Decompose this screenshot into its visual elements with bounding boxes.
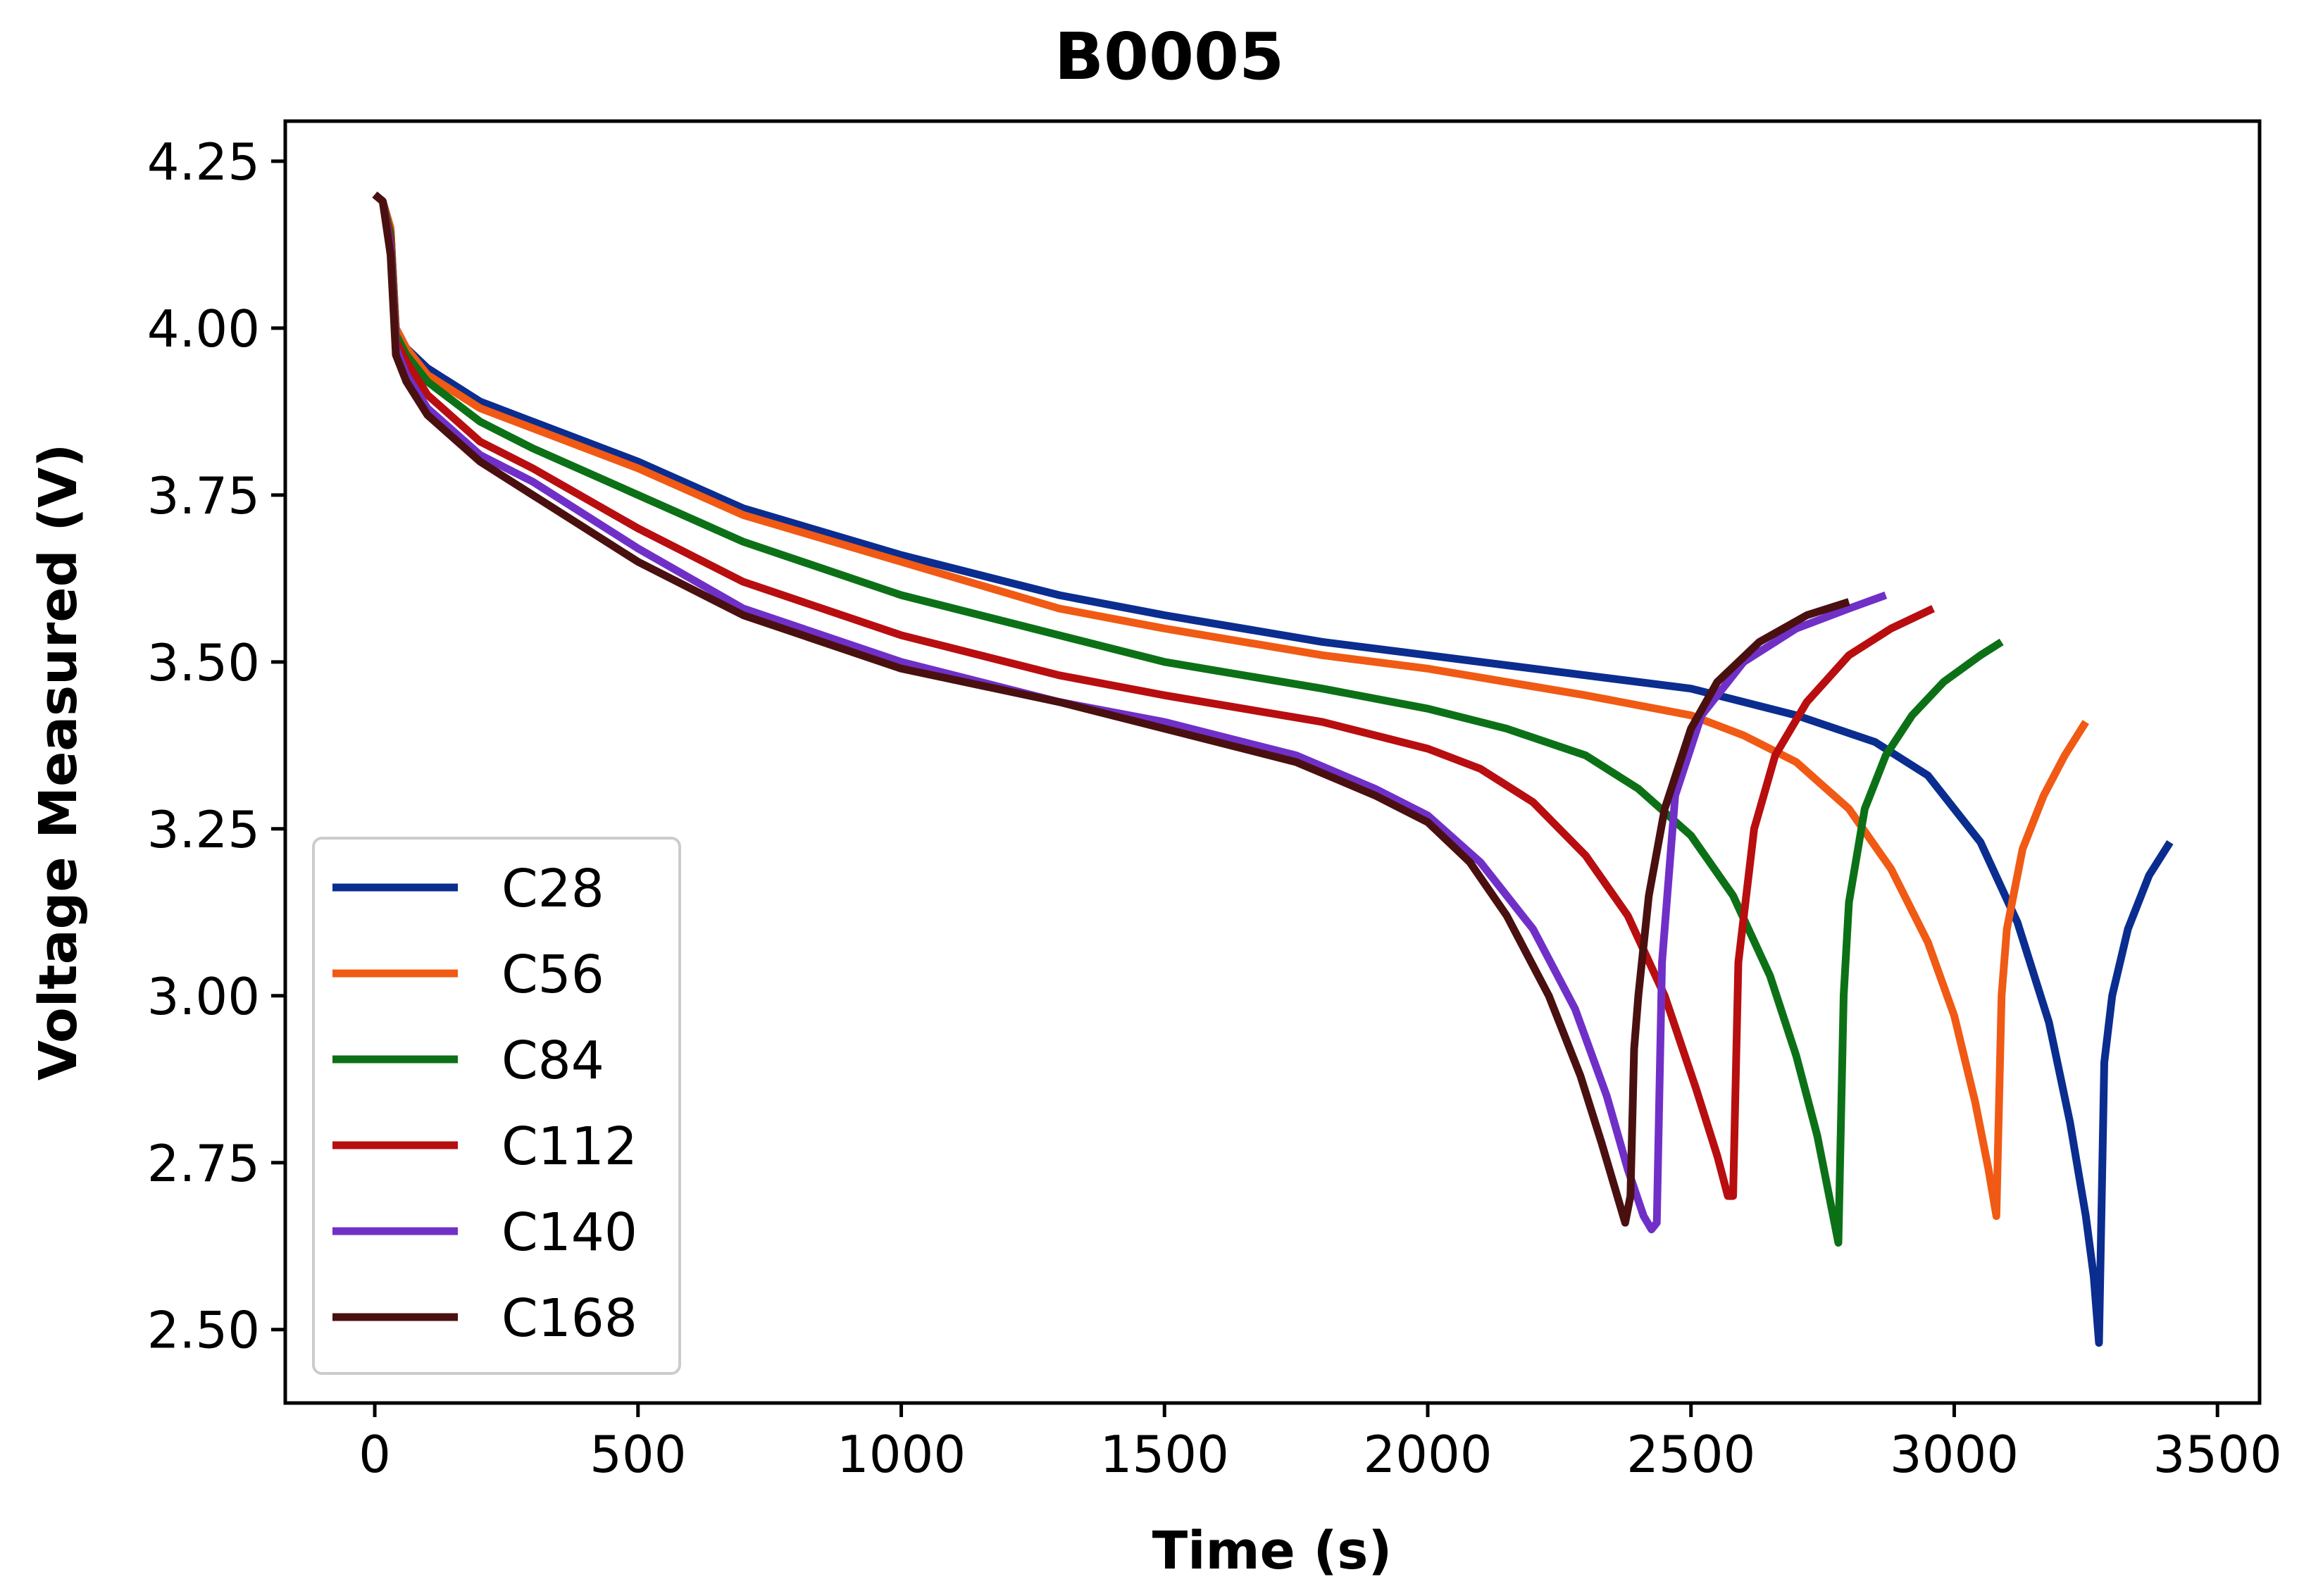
x-tick-label: 1000 bbox=[837, 1425, 966, 1484]
y-tick-label: 3.25 bbox=[147, 800, 260, 859]
series-line-c84 bbox=[372, 192, 2004, 1247]
series-line-c168 bbox=[372, 192, 1850, 1227]
plot-frame bbox=[283, 119, 2262, 1405]
x-tick-label: 2000 bbox=[1363, 1425, 1492, 1484]
y-axis-label: Voltage Measured (V) bbox=[28, 444, 89, 1080]
legend-label-c84: C84 bbox=[502, 1030, 604, 1091]
x-tick-label: 2500 bbox=[1626, 1425, 1755, 1484]
series-layer bbox=[372, 192, 2174, 1347]
x-tick-label: 0 bbox=[359, 1425, 391, 1484]
legend-label-c56: C56 bbox=[502, 944, 604, 1005]
y-tick-label: 4.00 bbox=[147, 299, 260, 359]
y-tick-label: 3.50 bbox=[147, 633, 260, 692]
legend-label-c112: C112 bbox=[502, 1116, 637, 1177]
series-line-c28 bbox=[372, 192, 2174, 1347]
legend-label-c28: C28 bbox=[502, 859, 604, 919]
x-axis-label: Time (s) bbox=[1152, 1521, 1393, 1581]
x-tick-label: 3000 bbox=[1890, 1425, 2019, 1484]
chart-title: B0005 bbox=[1054, 19, 1284, 94]
legend-items: C28 C56 C84 C112 C140 C168 bbox=[332, 859, 637, 1349]
x-tick-label: 3500 bbox=[2153, 1425, 2282, 1484]
y-axis-ticks: 2.50 2.75 3.00 3.25 3.50 3.75 4.00 4.25 bbox=[147, 132, 285, 1360]
series-line-c56 bbox=[372, 192, 2089, 1221]
series-line-c112 bbox=[372, 192, 1935, 1200]
y-tick-label: 2.75 bbox=[147, 1134, 260, 1193]
x-tick-label: 1500 bbox=[1100, 1425, 1229, 1484]
legend-label-c168: C168 bbox=[502, 1288, 637, 1349]
y-tick-label: 4.25 bbox=[147, 132, 260, 192]
legend-label-c140: C140 bbox=[502, 1202, 637, 1263]
y-tick-label: 2.50 bbox=[147, 1301, 260, 1360]
x-tick-label: 500 bbox=[590, 1425, 686, 1484]
y-tick-label: 3.00 bbox=[147, 967, 260, 1026]
y-tick-label: 3.75 bbox=[147, 466, 260, 525]
legend: C28 C56 C84 C112 C140 C168 bbox=[312, 837, 681, 1375]
x-axis-ticks: 0 500 1000 1500 2000 2500 3000 3500 bbox=[359, 1403, 2282, 1484]
